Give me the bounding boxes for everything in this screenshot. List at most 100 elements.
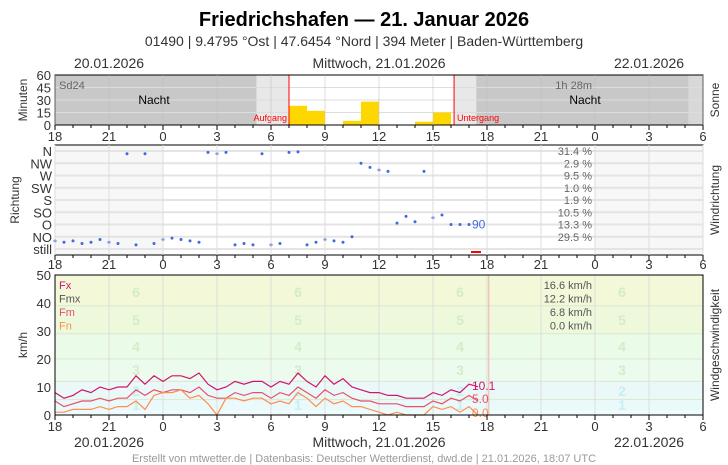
direction-point [395, 221, 399, 225]
date-center: Mittwoch, 21.01.2026 [312, 55, 445, 71]
sunrise-label: Aufgang [253, 113, 287, 123]
beaufort-number: 1 [456, 397, 464, 413]
series-line-fx [54, 372, 479, 399]
beaufort-number: 5 [618, 312, 626, 328]
direction-percent: 2.9 % [564, 158, 592, 170]
direction-point [467, 223, 471, 226]
direction-tick: W [40, 169, 53, 184]
direction-percent: 10.5 % [558, 207, 592, 219]
chart-subtitle: 01490 | 9.4795 °Ost | 47.6454 °Nord | 39… [145, 33, 583, 49]
beaufort-number: 1 [618, 397, 626, 413]
x-tick: 12 [372, 129, 386, 144]
night-label-right: Nacht [569, 93, 601, 107]
x-tick: 21 [534, 257, 548, 272]
date-right: 22.01.2026 [614, 55, 684, 71]
direction-tick: NW [30, 156, 52, 171]
direction-tick: S [43, 193, 52, 208]
beaufort-number: 3 [618, 362, 626, 378]
direction-point [314, 240, 318, 244]
legend-fmx: Fmx [59, 294, 81, 306]
beaufort-number: 2 [132, 383, 140, 399]
beaufort-number: 4 [132, 338, 140, 354]
direction-point [332, 239, 336, 243]
sun-bar [361, 101, 379, 125]
direction-point [305, 243, 309, 247]
direction-point [89, 240, 93, 244]
beaufort-number: 6 [456, 284, 464, 300]
sunset-label: Untergang [457, 113, 499, 123]
x-tick: 6 [267, 257, 274, 272]
last-value-fn: 0.0 [472, 406, 489, 420]
stat-fx: 16.6 km/h [544, 280, 592, 292]
x-tick: 0 [159, 419, 166, 434]
beaufort-number: 1 [294, 397, 302, 413]
direction-point [80, 242, 84, 246]
direction-point [449, 223, 453, 226]
beaufort-number: 1 [132, 397, 140, 413]
x-tick: 15 [426, 129, 440, 144]
y-tick: 45 [37, 81, 51, 96]
direction-percent: 31.4 % [558, 146, 592, 158]
direction-point [134, 243, 138, 247]
beaufort-number: 3 [132, 362, 140, 378]
beaufort-number: 4 [618, 338, 626, 354]
direction-point [386, 169, 390, 173]
x-tick: 15 [426, 257, 440, 272]
direction-percent: 29.5 % [558, 232, 592, 244]
direction-point [251, 243, 255, 247]
direction-point [152, 242, 156, 246]
direction-point [458, 223, 462, 226]
beaufort-number: 5 [132, 312, 140, 328]
direction-point [233, 243, 237, 247]
x-tick: 6 [699, 257, 706, 272]
direction-point [71, 239, 75, 243]
x-tick: 21 [102, 257, 116, 272]
beaufort-number: 6 [618, 284, 626, 300]
x-tick: 6 [267, 129, 274, 144]
y-tick: 50 [37, 268, 51, 283]
sun-bar [343, 120, 361, 125]
night-label-left: Nacht [138, 93, 170, 107]
direction-point [296, 150, 300, 154]
x-tick: 9 [321, 257, 328, 272]
y-label: km/h [16, 332, 30, 358]
x-tick: 9 [321, 419, 328, 434]
direction-tick: SO [33, 205, 52, 220]
direction-point [206, 150, 210, 154]
date-right-bottom: 22.01.2026 [614, 434, 684, 450]
direction-point [413, 220, 417, 224]
direction-tick: N [43, 144, 52, 159]
x-tick: 3 [645, 419, 652, 434]
direction-percent: 9.5 % [564, 171, 592, 183]
calm-marker [471, 251, 481, 253]
x-tick: 0 [159, 129, 166, 144]
x-tick: 6 [699, 129, 706, 144]
beaufort-number: 3 [456, 362, 464, 378]
x-tick: 18 [480, 419, 494, 434]
direction-point [359, 161, 363, 165]
x-tick: 0 [591, 419, 598, 434]
direction-point [422, 169, 426, 173]
last-value-fx: 10.1 [472, 379, 496, 393]
y-label: Richtung [8, 176, 22, 223]
sun-bar [289, 105, 307, 125]
direction-percent: 13.3 % [558, 220, 592, 232]
x-tick: 18 [48, 419, 62, 434]
direction-tick: O [42, 218, 52, 233]
date-left: 20.01.2026 [74, 55, 144, 71]
x-tick: 18 [48, 129, 62, 144]
y-tick: 30 [37, 324, 51, 339]
sun-bar [415, 121, 433, 125]
direction-point [62, 240, 66, 244]
x-tick: 21 [534, 419, 548, 434]
y-tick: 0 [44, 408, 51, 423]
y-tick: 0 [44, 118, 51, 133]
x-tick: 12 [372, 257, 386, 272]
direction-point [197, 240, 201, 244]
direction-point [440, 213, 444, 217]
beaufort-number: 5 [294, 312, 302, 328]
footer: Erstellt von mtwetter.de | Datenbasis: D… [132, 453, 596, 465]
x-tick: 3 [645, 129, 652, 144]
y-tick: 10 [37, 380, 51, 395]
